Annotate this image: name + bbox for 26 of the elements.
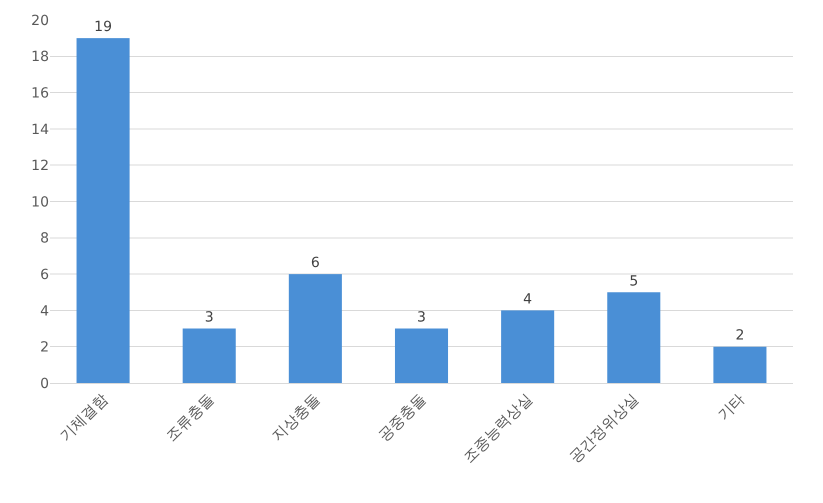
data-label: 5 [629,273,638,290]
y-tick-label: 18 [31,49,49,66]
y-tick-label: 16 [31,86,50,102]
bar [607,292,660,383]
bar [76,38,130,383]
y-tick-label: 0 [40,376,49,392]
bar [182,328,236,383]
data-label: 4 [523,291,532,308]
y-tick-label: 10 [31,194,49,210]
data-label: 3 [204,310,214,326]
data-label: 6 [310,255,320,272]
bar [501,310,554,383]
y-tick-label: 4 [40,303,50,320]
y-tick-label: 6 [40,267,50,283]
bar [288,274,342,383]
data-label: 19 [94,19,112,36]
x-tick-label: 기타 [714,390,748,424]
bar [713,346,766,383]
data-label: 2 [735,328,744,344]
y-tick-label: 2 [40,340,49,356]
y-tick-label: 12 [31,158,49,174]
y-tick-label: 8 [40,230,49,247]
y-tick-label: 14 [31,122,50,138]
bar [394,328,448,383]
y-tick-label: 20 [31,12,49,29]
data-label: 3 [417,310,426,326]
